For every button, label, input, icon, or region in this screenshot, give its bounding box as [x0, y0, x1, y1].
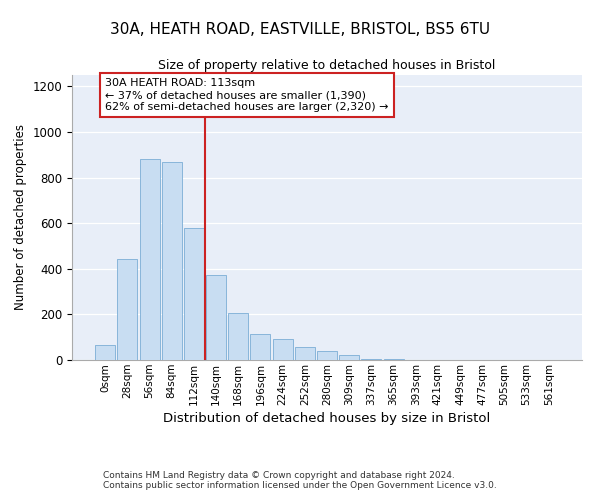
Bar: [383, 359, 404, 360]
Y-axis label: Number of detached properties: Number of detached properties: [14, 124, 27, 310]
Bar: [118, 258, 137, 360]
Bar: [184, 228, 204, 360]
Title: Size of property relative to detached houses in Bristol: Size of property relative to detached ho…: [158, 60, 496, 72]
Bar: [250, 334, 271, 360]
Bar: [162, 162, 182, 360]
Text: Contains HM Land Registry data © Crown copyright and database right 2024.
Contai: Contains HM Land Registry data © Crown c…: [103, 470, 497, 490]
Bar: [317, 351, 337, 360]
Bar: [295, 348, 315, 360]
Text: 30A HEATH ROAD: 113sqm
← 37% of detached houses are smaller (1,390)
62% of semi-: 30A HEATH ROAD: 113sqm ← 37% of detached…: [105, 78, 389, 112]
Bar: [361, 359, 382, 360]
Bar: [272, 340, 293, 360]
Text: 30A, HEATH ROAD, EASTVILLE, BRISTOL, BS5 6TU: 30A, HEATH ROAD, EASTVILLE, BRISTOL, BS5…: [110, 22, 490, 38]
Bar: [140, 160, 160, 360]
Bar: [228, 314, 248, 360]
X-axis label: Distribution of detached houses by size in Bristol: Distribution of detached houses by size …: [163, 412, 491, 425]
Bar: [95, 345, 115, 360]
Bar: [206, 274, 226, 360]
Bar: [339, 356, 359, 360]
